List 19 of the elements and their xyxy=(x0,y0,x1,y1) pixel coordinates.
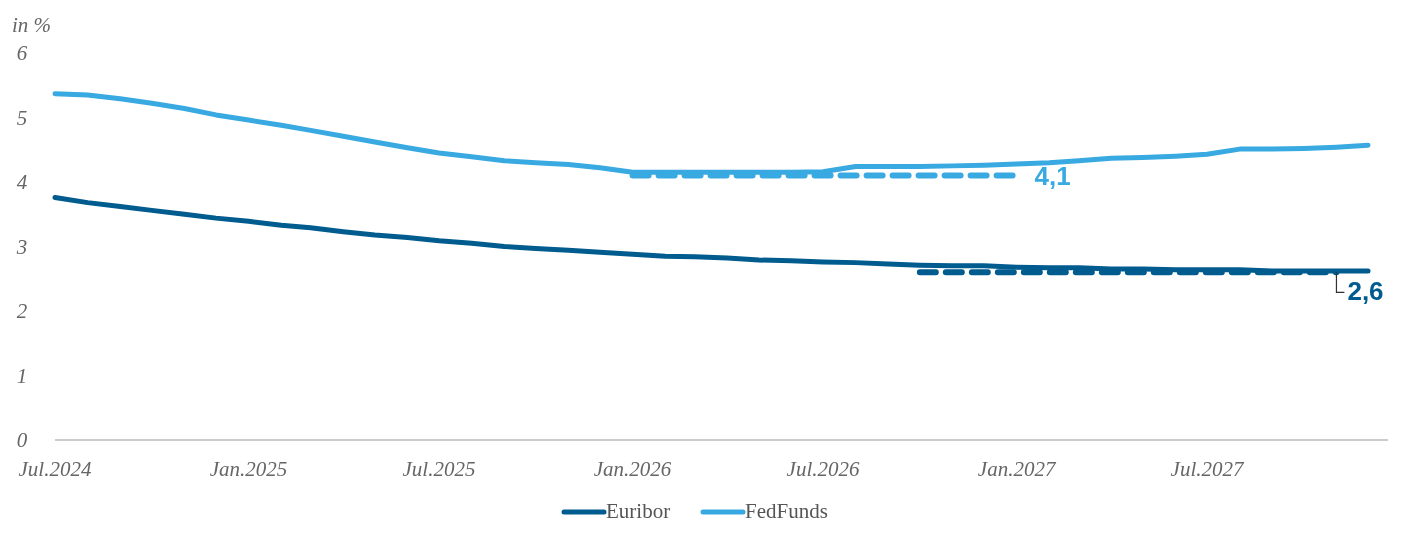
x-tick-label: Jul.2026 xyxy=(786,457,860,481)
y-tick-label: 5 xyxy=(16,105,28,130)
legend-label: FedFunds xyxy=(745,499,828,523)
annotation: 2,6 xyxy=(1347,276,1384,307)
y-tick-label: 6 xyxy=(16,41,28,66)
x-tick-label: Jan.2026 xyxy=(593,457,672,481)
x-tick-label: Jan.2027 xyxy=(977,457,1057,481)
legend-label: Euribor xyxy=(606,499,671,523)
y-tick-label: 1 xyxy=(16,363,28,388)
x-tick-label: Jul.2027 xyxy=(1170,457,1245,481)
x-tick-label: Jul.2024 xyxy=(18,457,92,481)
annotation: 4,1 xyxy=(1034,160,1071,191)
y-tick-label: 3 xyxy=(15,234,28,259)
y-tick-label: 2 xyxy=(16,299,28,324)
y-axis-title: in % xyxy=(12,13,52,37)
y-tick-label: 0 xyxy=(16,428,28,453)
y-tick-label: 4 xyxy=(16,170,28,195)
x-tick-label: Jul.2025 xyxy=(402,457,476,481)
x-tick-label: Jan.2025 xyxy=(209,457,288,481)
